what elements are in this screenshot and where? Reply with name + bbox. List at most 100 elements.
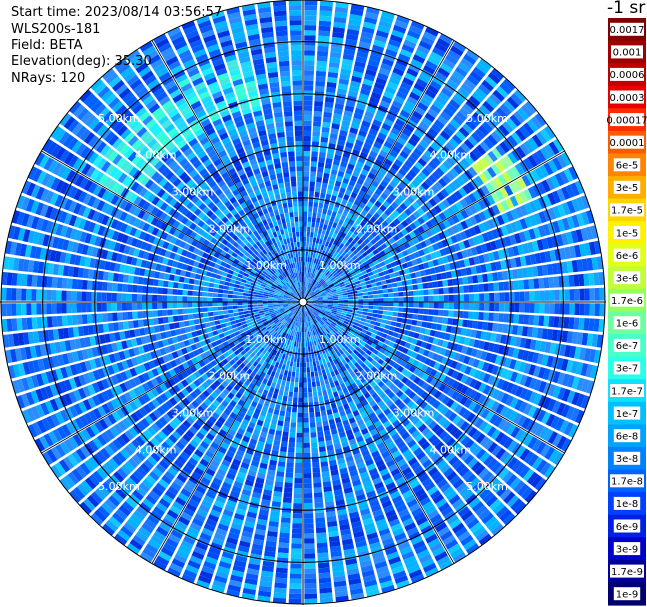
range-gate-cell	[461, 345, 469, 355]
range-gate-cell	[366, 258, 373, 264]
range-gate-cell	[309, 186, 315, 192]
range-gate-cell	[432, 243, 440, 251]
range-gate-cell	[355, 217, 362, 225]
range-gate-cell	[347, 243, 354, 250]
range-gate-cell	[342, 210, 349, 217]
range-gate-cell	[350, 233, 357, 240]
range-gate-cell	[517, 244, 525, 255]
range-gate-cell	[438, 163, 449, 174]
range-gate-cell	[279, 532, 290, 539]
range-gate-cell	[319, 0, 334, 7]
range-gate-cell	[515, 146, 527, 159]
range-gate-cell	[282, 502, 292, 509]
range-gate-cell	[428, 236, 437, 245]
range-gate-cell	[303, 402, 309, 408]
range-gate-cell	[280, 441, 288, 448]
range-gate-cell	[314, 288, 319, 293]
range-gate-cell	[518, 191, 528, 203]
range-gate-cell	[569, 303, 575, 315]
range-gate-cell	[322, 121, 331, 128]
range-gate-cell	[303, 281, 306, 287]
range-gate-cell	[390, 277, 397, 283]
range-gate-cell	[322, 304, 329, 306]
range-gate-cell	[487, 342, 495, 352]
range-gate-cell	[309, 267, 312, 273]
range-gate-cell	[291, 543, 302, 549]
range-gate-cell	[455, 222, 464, 232]
range-gate-cell	[317, 370, 323, 376]
range-gate-cell	[387, 288, 394, 293]
range-gate-cell	[294, 377, 299, 383]
range-gate-cell	[362, 273, 369, 279]
range-gate-cell	[423, 289, 429, 296]
range-gate-cell	[424, 201, 433, 210]
range-gate-cell	[374, 188, 383, 196]
range-gate-cell	[338, 219, 344, 226]
range-gate-cell	[335, 253, 341, 259]
range-gate-cell	[472, 147, 483, 159]
range-gate-cell	[331, 289, 337, 293]
range-gate-cell	[375, 30, 389, 39]
range-gate-cell	[320, 273, 326, 279]
range-gate-cell	[352, 307, 359, 311]
range-gate-cell	[336, 289, 342, 293]
range-gate-cell	[425, 343, 433, 351]
range-gate-cell	[325, 278, 331, 283]
range-gate-cell	[469, 204, 478, 215]
range-gate-cell	[400, 81, 412, 91]
range-gate-cell	[326, 225, 332, 232]
range-gate-cell	[536, 182, 547, 195]
range-gate-cell	[324, 430, 331, 437]
range-gate-cell	[303, 412, 309, 418]
range-gate-cell	[386, 184, 395, 193]
range-gate-cell	[428, 127, 439, 138]
range-gate-cell	[321, 369, 326, 375]
range-gate-cell	[408, 231, 417, 239]
range-gate-cell	[299, 362, 303, 368]
range-gate-cell	[303, 186, 309, 192]
range-gate-cell	[475, 108, 488, 120]
range-gate-cell	[398, 291, 404, 297]
range-gate-cell	[454, 90, 467, 102]
range-gate-cell	[381, 284, 388, 290]
range-gate-cell	[303, 291, 305, 298]
range-gate-cell	[401, 335, 409, 342]
range-gate-cell	[384, 274, 391, 280]
range-gate-cell	[304, 598, 318, 604]
range-gate-cell	[332, 239, 338, 246]
range-gate-cell	[343, 304, 349, 307]
range-gate-cell	[354, 107, 365, 116]
range-gate-cell	[303, 493, 313, 499]
range-gate-cell	[335, 266, 341, 272]
range-gate-cell	[306, 362, 310, 368]
range-gate-cell	[397, 312, 404, 318]
range-gate-cell	[336, 247, 342, 253]
range-gate-cell	[311, 156, 318, 162]
range-gate-cell	[399, 340, 407, 347]
range-gate-cell	[307, 282, 311, 288]
range-gate-cell	[463, 302, 470, 310]
range-gate-cell	[287, 371, 292, 377]
range-gate-cell	[357, 231, 364, 239]
range-gate-cell	[518, 361, 527, 373]
range-gate-cell	[464, 207, 473, 217]
range-gate-cell	[280, 517, 291, 524]
range-gate-cell	[357, 254, 364, 261]
range-gate-cell	[424, 112, 436, 123]
range-gate-cell	[341, 288, 347, 292]
range-gate-cell	[517, 349, 525, 360]
range-gate-cell	[564, 303, 570, 315]
range-gate-cell	[368, 298, 374, 302]
range-gate-cell	[543, 315, 550, 327]
range-gate-cell	[394, 197, 403, 206]
range-gate-cell	[336, 261, 342, 267]
range-gate-cell	[323, 251, 328, 258]
range-gate-cell	[346, 286, 352, 291]
range-gate-cell	[296, 362, 300, 368]
range-gate-cell	[546, 355, 554, 368]
range-gate-cell	[533, 278, 540, 289]
range-gate-cell	[593, 272, 600, 286]
range-gate-cell	[475, 245, 483, 255]
range-gate-cell	[334, 217, 340, 224]
